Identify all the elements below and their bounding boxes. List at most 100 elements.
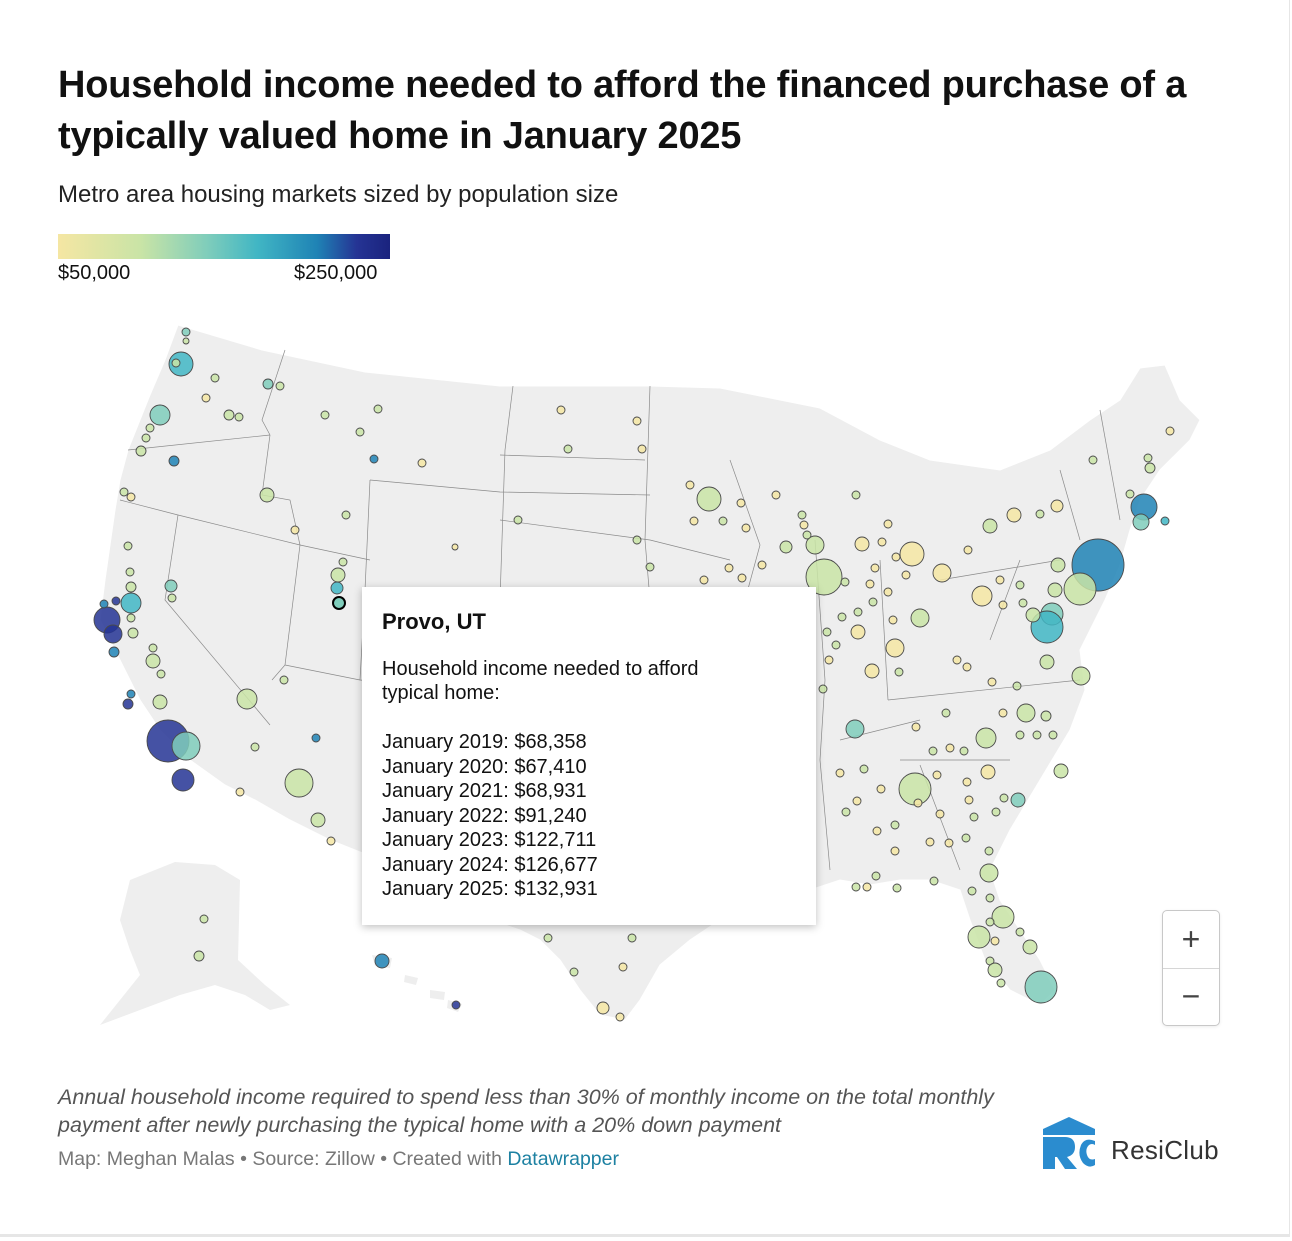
metro-bubble[interactable] [126, 613, 136, 623]
metro-bubble[interactable] [168, 455, 180, 467]
metro-bubble[interactable] [120, 592, 142, 614]
metro-bubble[interactable] [1088, 455, 1098, 465]
metro-bubble[interactable] [338, 557, 348, 567]
metro-bubble[interactable] [193, 950, 205, 962]
metro-bubble[interactable] [883, 519, 893, 529]
zoom-in-button[interactable]: + [1163, 911, 1219, 969]
metro-bubble[interactable] [279, 675, 289, 685]
metro-bubble[interactable] [718, 516, 728, 526]
metro-bubble[interactable] [1048, 730, 1058, 740]
metro-bubble[interactable] [945, 743, 955, 753]
metro-bubble[interactable] [1025, 607, 1041, 623]
metro-bubble[interactable] [985, 893, 995, 903]
metro-bubble[interactable] [311, 733, 321, 743]
metro-bubble[interactable] [168, 351, 194, 377]
metro-bubble[interactable] [210, 373, 220, 383]
metro-bubble[interactable] [979, 863, 999, 883]
metro-bubble[interactable] [182, 337, 190, 345]
metro-bubble[interactable] [822, 627, 832, 637]
metro-bubble[interactable] [805, 558, 843, 596]
metro-bubble[interactable] [135, 445, 147, 457]
metro-bubble[interactable] [320, 410, 330, 420]
datawrapper-link[interactable]: Datawrapper [507, 1148, 619, 1170]
metro-bubble[interactable] [961, 833, 971, 843]
metro-bubble[interactable] [284, 768, 314, 798]
metro-bubble[interactable] [1032, 730, 1042, 740]
metro-bubble[interactable] [996, 978, 1006, 988]
metro-bubble[interactable] [962, 777, 972, 787]
metro-bubble[interactable] [824, 655, 834, 665]
metro-bubble[interactable] [1018, 598, 1028, 608]
metro-bubble[interactable] [369, 454, 379, 464]
metro-bubble[interactable] [932, 563, 952, 583]
metro-bubble[interactable] [913, 798, 923, 808]
metro-bubble[interactable] [835, 768, 845, 778]
metro-bubble[interactable] [890, 820, 900, 830]
metro-bubble[interactable] [1015, 580, 1025, 590]
metro-bubble[interactable] [818, 684, 828, 694]
metro-bubble[interactable] [355, 427, 365, 437]
metro-bubble[interactable] [987, 962, 1003, 978]
metro-bubble[interactable] [853, 607, 863, 617]
metro-bubble[interactable] [262, 378, 274, 390]
metro-bubble[interactable] [99, 599, 109, 609]
metro-bubble[interactable] [991, 905, 1015, 929]
metro-bubble[interactable] [999, 793, 1009, 803]
metro-bubble[interactable] [689, 516, 699, 526]
metro-bubble[interactable] [326, 836, 336, 846]
metro-bubble[interactable] [275, 381, 285, 391]
metro-bubble[interactable] [868, 597, 878, 607]
selected-metro-bubble[interactable] [332, 596, 346, 610]
metro-bubble[interactable] [967, 886, 977, 896]
metro-bubble[interactable] [840, 577, 850, 587]
metro-bubble[interactable] [802, 530, 812, 540]
metro-bubble[interactable] [871, 871, 881, 881]
metro-bubble[interactable] [108, 646, 120, 658]
metro-bubble[interactable] [1053, 763, 1069, 779]
metro-bubble[interactable] [123, 541, 133, 551]
metro-bubble[interactable] [1063, 572, 1097, 606]
metro-bubble[interactable] [618, 962, 628, 972]
metro-bubble[interactable] [883, 587, 893, 597]
metro-bubble[interactable] [167, 593, 177, 603]
metro-bubble[interactable] [1006, 507, 1022, 523]
metro-bubble[interactable] [952, 655, 962, 665]
metro-bubble[interactable] [984, 846, 994, 856]
metro-bubble[interactable] [615, 1012, 625, 1022]
metro-bubble[interactable] [901, 570, 911, 580]
metro-bubble[interactable] [845, 719, 865, 739]
metro-bubble[interactable] [696, 486, 722, 512]
metro-bubble[interactable] [852, 796, 862, 806]
metro-bubble[interactable] [310, 812, 326, 828]
metro-bubble[interactable] [1160, 516, 1170, 526]
metro-bubble[interactable] [1022, 939, 1038, 955]
metro-bubble[interactable] [1132, 513, 1150, 531]
metro-bubble[interactable] [864, 663, 880, 679]
metro-bubble[interactable] [417, 458, 427, 468]
metro-bubble[interactable] [877, 537, 887, 547]
metro-bubble[interactable] [126, 689, 136, 699]
metro-bubble[interactable] [771, 490, 781, 500]
metro-bubble[interactable] [1010, 792, 1026, 808]
metro-bubble[interactable] [941, 708, 951, 718]
metro-bubble[interactable] [235, 787, 245, 797]
metro-bubble[interactable] [885, 638, 905, 658]
metro-bubble[interactable] [831, 640, 841, 650]
metro-bubble[interactable] [736, 498, 746, 508]
metro-bubble[interactable] [876, 784, 886, 794]
metro-bubble[interactable] [330, 581, 344, 595]
metro-bubble[interactable] [145, 423, 155, 433]
metro-bubble[interactable] [1143, 453, 1153, 463]
metro-bubble[interactable] [234, 412, 244, 422]
metro-bubble[interactable] [259, 487, 275, 503]
metro-bubble[interactable] [969, 812, 979, 822]
metro-bubble[interactable] [1050, 499, 1064, 513]
metro-bubble[interactable] [374, 953, 390, 969]
metro-bubble[interactable] [929, 876, 939, 886]
metro-bubble[interactable] [998, 600, 1008, 610]
metro-bubble[interactable] [1015, 927, 1025, 937]
metro-bubble[interactable] [148, 643, 158, 653]
metro-bubble[interactable] [959, 746, 969, 756]
metro-bubble[interactable] [171, 731, 201, 761]
metro-bubble[interactable] [891, 552, 901, 562]
